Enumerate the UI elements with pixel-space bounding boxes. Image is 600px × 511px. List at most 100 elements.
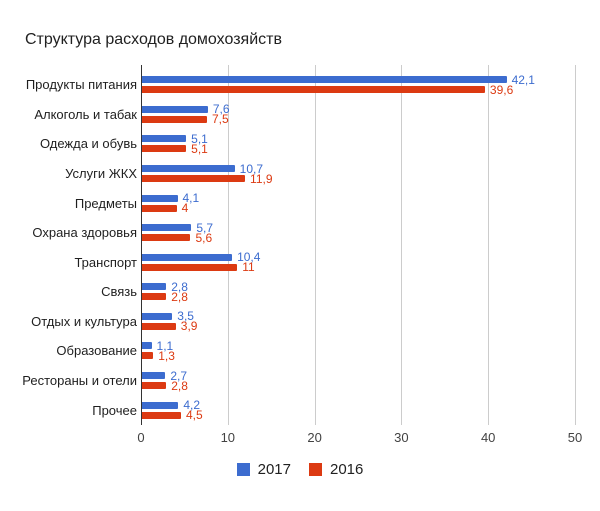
legend-item-2017[interactable]: 2017	[236, 460, 291, 478]
bar-2016[interactable]	[142, 86, 485, 94]
bar-2016[interactable]	[142, 322, 176, 330]
category-label: Услуги ЖКХ	[65, 166, 137, 182]
bar-2016[interactable]	[142, 352, 154, 360]
bar-row-2017: 1,1	[142, 338, 575, 353]
bar-2017[interactable]	[142, 76, 507, 84]
x-tick-label: 20	[307, 430, 322, 445]
bar-2016[interactable]	[142, 204, 177, 212]
bar-row-2016: 1,3	[142, 348, 575, 363]
category-label: Рестораны и отели	[22, 373, 137, 389]
category-label: Алкоголь и табак	[34, 106, 137, 122]
bar-group: 5,7 5,6	[142, 218, 575, 248]
gridline	[488, 65, 490, 425]
legend-swatch-2016	[309, 462, 322, 476]
value-label-2017: 4,2	[183, 398, 201, 413]
bar-2017[interactable]	[142, 312, 173, 320]
category-label: Охрана здоровья	[32, 225, 137, 241]
bar-2017[interactable]	[142, 372, 166, 380]
bar-2017[interactable]	[142, 224, 192, 232]
legend-label: 2016	[330, 460, 364, 478]
bar-group: 3,5 3,9	[142, 307, 575, 337]
bar-group: 2,7 2,8	[142, 366, 575, 396]
bar-2017[interactable]	[142, 135, 187, 143]
bar-2016[interactable]	[142, 115, 207, 123]
bar-group: 4,2 4,5	[142, 395, 575, 425]
value-label-2016: 4	[181, 201, 189, 216]
bar-row-2017: 2,7	[142, 368, 575, 383]
value-label-2016: 1,3	[158, 348, 175, 363]
bar-rows: 42,1 39,6 7,6 7,5 5,1 5,1 10,7 11,9 4,1 4 5,7 5,6 10…	[142, 70, 575, 425]
bar-row-2016: 11	[142, 261, 575, 273]
bar-row-2016: 5,1	[142, 141, 575, 156]
bar-2016[interactable]	[142, 263, 238, 271]
y-axis-line	[141, 65, 142, 425]
category-label: Предметы	[74, 195, 137, 211]
value-label-2016: 5,1	[191, 141, 208, 156]
value-label-2016: 3,9	[180, 319, 198, 334]
x-axis: 0 10 20 30 40 50	[137, 430, 582, 447]
bar-row-2016: 4,5	[142, 408, 575, 423]
value-label-2017: 10,7	[239, 161, 264, 176]
bar-row-2016: 4	[142, 201, 575, 216]
bar-row-2017: 3,5	[142, 310, 575, 322]
value-label-2016: 4,5	[185, 408, 203, 423]
bar-row-2016: 2,8	[142, 380, 575, 392]
bar-2016[interactable]	[142, 145, 187, 153]
category-label: Отдых и культура	[31, 313, 137, 329]
bar-2016[interactable]	[142, 411, 181, 419]
value-label-2017: 2,7	[170, 368, 188, 383]
bar-2017[interactable]	[142, 194, 178, 202]
bar-group: 10,4 11	[142, 247, 575, 277]
bar-2017[interactable]	[142, 165, 235, 173]
gridline	[227, 65, 229, 425]
x-tick-label: 30	[394, 430, 409, 445]
bar-row-2017: 5,7	[142, 220, 575, 235]
bar-row-2016: 11,9	[142, 173, 575, 185]
bar-2017[interactable]	[142, 283, 167, 291]
bar-row-2017: 42,1	[142, 72, 575, 87]
bar-group: 7,6 7,5	[142, 100, 575, 130]
bar-2016[interactable]	[142, 382, 167, 390]
gridline	[314, 65, 316, 425]
bar-2017[interactable]	[142, 401, 179, 409]
bar-row-2017: 10,4	[142, 251, 575, 263]
bar-2016[interactable]	[142, 175, 246, 183]
value-label-2017: 1,1	[156, 338, 174, 353]
legend-label: 2017	[257, 460, 291, 478]
value-label-2017: 42,1	[511, 72, 535, 87]
bar-2017[interactable]	[142, 105, 208, 113]
value-label-2017: 5,1	[191, 131, 208, 146]
category-label: Образование	[56, 343, 137, 359]
bar-2016[interactable]	[142, 234, 191, 242]
bar-row-2017: 2,8	[142, 281, 575, 293]
legend-swatch-2017	[236, 462, 250, 476]
bar-group: 2,8 2,8	[142, 277, 575, 307]
bar-row-2016: 39,6	[142, 82, 575, 97]
bar-row-2017: 10,7	[142, 161, 575, 176]
bar-2017[interactable]	[142, 342, 152, 350]
value-label-2017: 5,7	[196, 220, 214, 235]
bar-group: 42,1 39,6	[142, 70, 575, 100]
bar-group: 1,1 1,3	[142, 336, 575, 366]
category-label: Транспорт	[74, 254, 137, 270]
value-label-2017: 7,6	[212, 102, 230, 117]
plot-area: 42,1 39,6 7,6 7,5 5,1 5,1 10,7 11,9 4,1 4 5,7 5,6 10…	[141, 65, 576, 425]
bar-2017[interactable]	[142, 253, 233, 261]
bar-2016[interactable]	[142, 293, 167, 301]
value-label-2016: 2,8	[171, 289, 188, 304]
bar-row-2016: 3,9	[142, 319, 575, 334]
chart-title: Структура расходов домохозяйств	[25, 31, 282, 48]
category-label: Прочее	[92, 402, 137, 418]
gridline	[401, 65, 403, 425]
bar-row-2017: 7,6	[142, 102, 575, 117]
value-label-2016: 39,6	[489, 82, 514, 97]
gridline	[575, 65, 576, 425]
value-label-2016: 5,6	[195, 230, 213, 245]
category-axis: Продукты питания Алкоголь и табак Одежда и…	[0, 70, 137, 425]
legend-item-2016[interactable]: 2016	[309, 462, 363, 477]
bar-row-2016: 7,5	[142, 112, 575, 127]
value-label-2016: 7,5	[211, 112, 229, 127]
x-tick-label: 50	[567, 430, 583, 445]
bar-row-2017: 4,2	[142, 398, 575, 413]
